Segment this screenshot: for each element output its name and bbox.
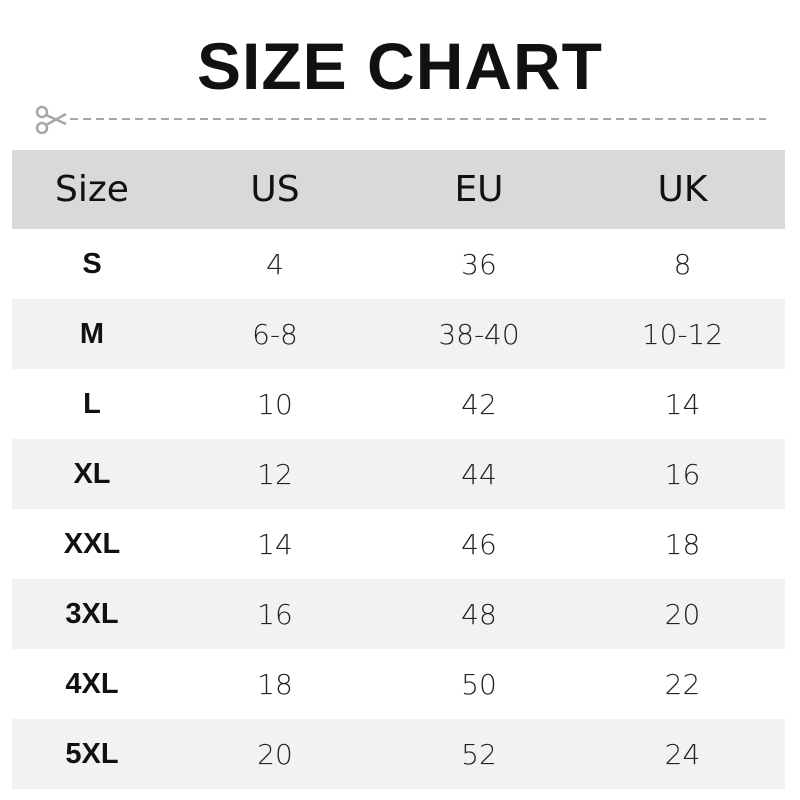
cell-us: 4 [266, 247, 284, 281]
cell-eu: 36 [461, 247, 497, 281]
cell-size: XXL [63, 527, 121, 560]
page-title: SIZE CHART [197, 29, 603, 103]
cell-eu: 42 [461, 387, 497, 421]
header-size: Size [55, 169, 129, 210]
cell-uk: 16 [664, 457, 701, 491]
cell-us: 16 [257, 597, 293, 631]
cell-size: XL [73, 457, 111, 490]
table-row: S 4 36 8 [12, 229, 785, 299]
cell-uk: 14 [664, 387, 701, 421]
cell-eu: 48 [461, 597, 497, 631]
cell-eu: 52 [461, 737, 497, 771]
table-row: M 6-8 38-40 10-12 [12, 299, 785, 369]
cell-eu: 38-40 [438, 317, 520, 351]
cell-size: 4XL [65, 667, 119, 700]
cell-uk: 18 [664, 527, 701, 561]
cell-uk: 10-12 [641, 317, 724, 351]
table-row: L 10 42 14 [12, 369, 785, 439]
table-row: 3XL 16 48 20 [12, 579, 785, 649]
cell-uk: 22 [664, 667, 701, 701]
cell-size: L [83, 387, 101, 420]
cell-eu: 46 [461, 527, 497, 561]
header-uk: UK [657, 169, 708, 210]
table-header-row: Size US EU UK [12, 150, 785, 229]
cell-uk: 24 [664, 737, 701, 771]
cell-us: 6-8 [252, 317, 298, 351]
cell-uk: 20 [664, 597, 701, 631]
cell-size: 3XL [65, 597, 119, 630]
cell-us: 20 [257, 737, 293, 771]
table-row: XXL 14 46 18 [12, 509, 785, 579]
size-table: Size US EU UK S 4 36 8 M 6-8 38-40 10-12 L 10 42 14… [12, 150, 785, 789]
header-us: US [250, 169, 300, 210]
cell-size: S [82, 247, 102, 280]
cell-size: M [79, 317, 105, 350]
cell-us: 18 [257, 667, 293, 701]
scissors-icon [35, 105, 67, 134]
table-row: 4XL 18 50 22 [12, 649, 785, 719]
cell-us: 12 [257, 457, 293, 491]
header-eu: EU [454, 169, 504, 210]
cell-eu: 44 [461, 457, 497, 491]
table-row: 5XL 20 52 24 [12, 719, 785, 789]
cut-line [35, 105, 766, 134]
cell-eu: 50 [461, 667, 497, 701]
cell-us: 14 [257, 527, 293, 561]
table-row: XL 12 44 16 [12, 439, 785, 509]
cell-uk: 8 [673, 247, 692, 281]
cell-size: 5XL [65, 737, 119, 770]
cell-us: 10 [257, 387, 293, 421]
